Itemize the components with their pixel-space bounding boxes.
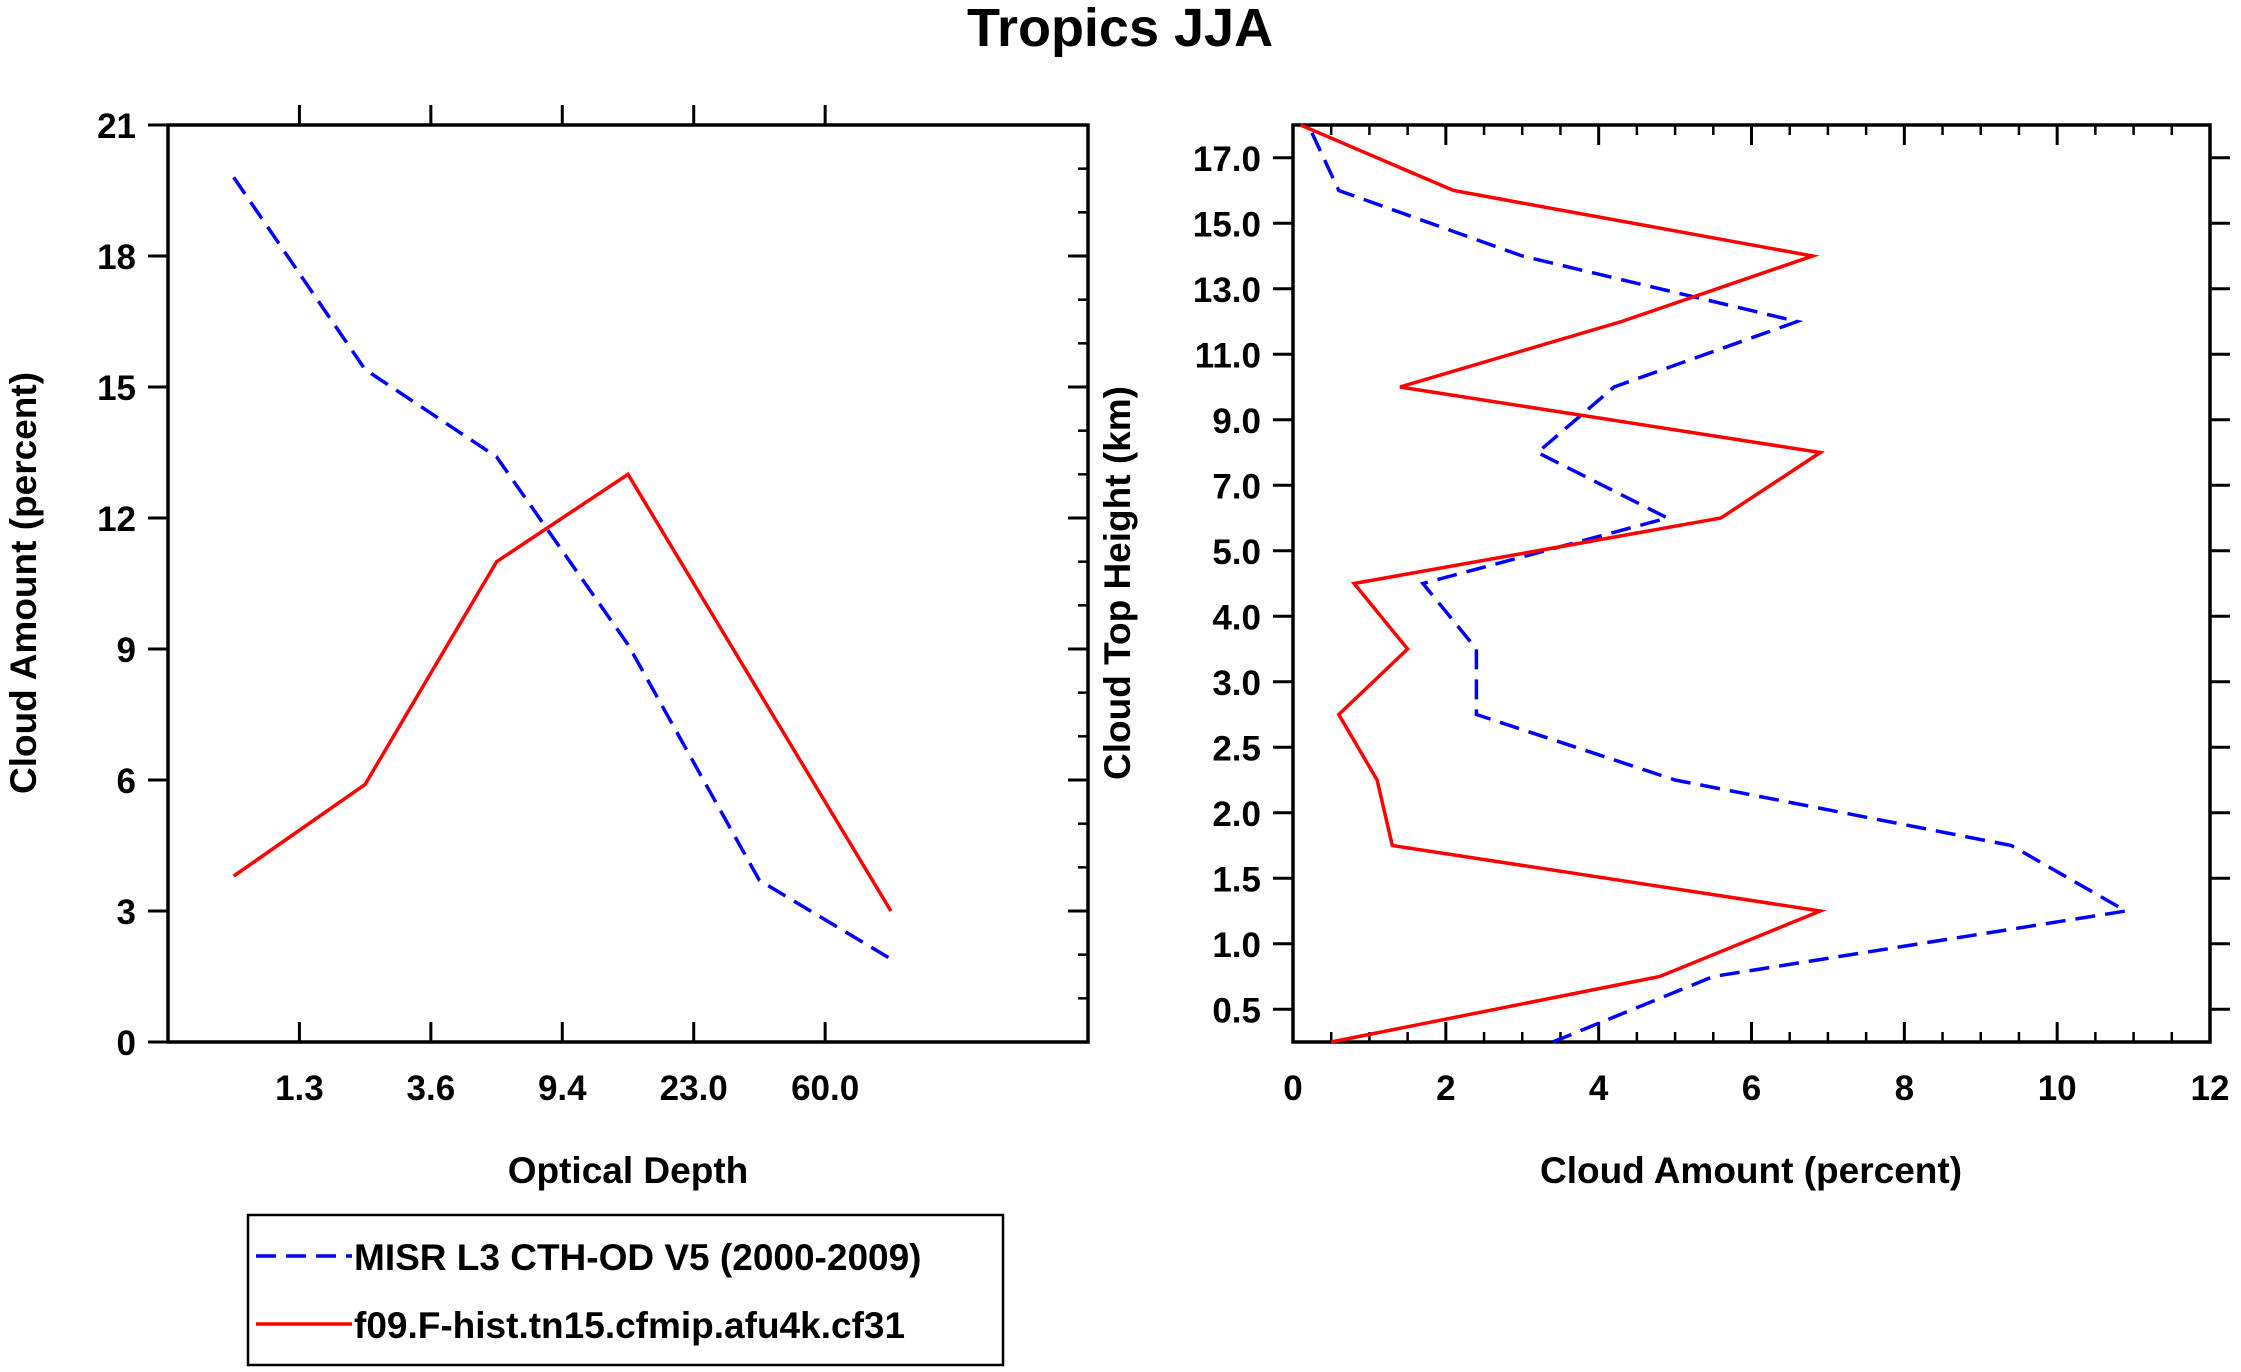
right-y-tick-label: 2.0 — [1212, 795, 1261, 834]
left-y-tick-label: 12 — [97, 500, 136, 539]
right-x-tick-label: 2 — [1436, 1069, 1455, 1108]
legend: MISR L3 CTH-OD V5 (2000-2009) f09.F-hist… — [246, 1213, 1005, 1367]
right-y-tick-label: 9.0 — [1212, 402, 1261, 441]
right-y-tick-label: 2.5 — [1212, 729, 1261, 768]
right-y-tick-label: 13.0 — [1193, 271, 1261, 310]
left-x-axis-label: Optical Depth — [508, 1150, 749, 1191]
right-x-tick-label: 6 — [1742, 1069, 1761, 1108]
right-x-tick-label: 10 — [2038, 1069, 2077, 1108]
right-y-tick-label: 5.0 — [1212, 533, 1261, 572]
right-axis-ticks: 0 2 4 6 8 10 12 0.5 1.0 1.5 2.0 2.5 3.0 4.0 5.0 7.0 9.0 1… — [1193, 125, 2230, 1108]
left-x-tick-label: 23.0 — [660, 1069, 728, 1108]
right-y-tick-label: 11.0 — [1195, 336, 1261, 375]
left-y-tick-label: 21 — [97, 107, 136, 146]
legend-label-obs: MISR L3 CTH-OD V5 (2000-2009) — [354, 1237, 922, 1278]
left-x-tick-label: 9.4 — [538, 1069, 587, 1108]
right-y-tick-label: 7.0 — [1212, 467, 1261, 506]
right-y-tick-label: 3.0 — [1212, 664, 1261, 703]
right-y-tick-label: 17.0 — [1193, 140, 1261, 179]
right-x-axis-label: Cloud Amount (percent) — [1540, 1150, 1962, 1191]
left-x-tick-label: 3.6 — [407, 1069, 456, 1108]
right-plot-frame — [1291, 123, 2212, 1044]
left-y-tick-label: 18 — [97, 238, 136, 277]
right-y-tick-label: 1.0 — [1212, 926, 1261, 965]
legend-label-model: f09.F-hist.tn15.cfmip.afu4k.cf31 — [354, 1305, 905, 1346]
legend-box — [246, 1213, 1005, 1367]
right-y-tick-label: 0.5 — [1212, 991, 1261, 1030]
right-x-tick-label: 8 — [1895, 1069, 1914, 1108]
left-y-tick-label: 9 — [117, 631, 136, 670]
right-series — [1299, 123, 2132, 1044]
right-x-tick-label: 12 — [2191, 1069, 2230, 1108]
right-y-tick-label: 15.0 — [1193, 205, 1261, 244]
left-plot-frame — [166, 123, 1090, 1044]
left-y-axis-label: Cloud Amount (percent) — [3, 372, 44, 794]
left-y-tick-label: 3 — [117, 893, 136, 932]
right-y-tick-label: 4.0 — [1212, 598, 1261, 637]
right-y-axis-label: Cloud Top Height (km) — [1097, 386, 1138, 780]
left-x-tick-label: 60.0 — [791, 1069, 859, 1108]
right-x-tick-label: 0 — [1283, 1069, 1302, 1108]
left-line-model — [232, 471, 893, 912]
left-y-tick-label: 15 — [97, 369, 136, 408]
right-x-tick-label: 4 — [1589, 1069, 1609, 1108]
left-line-obs — [232, 176, 892, 961]
right-line-obs — [1306, 124, 2132, 1044]
right-line-model — [1299, 123, 1827, 1044]
left-chart: 0 3 6 9 12 15 18 21 1.3 3.6 9.4 23.0 60.0 Optical De… — [3, 105, 1090, 1191]
figure-title: Tropics JJA — [967, 0, 1273, 58]
left-series — [232, 176, 893, 961]
left-y-tick-label: 0 — [117, 1024, 136, 1063]
left-axis-ticks: 0 3 6 9 12 15 18 21 1.3 3.6 9.4 23.0 60.0 — [97, 105, 1088, 1108]
left-y-tick-label: 6 — [117, 762, 136, 801]
right-chart: 0 2 4 6 8 10 12 0.5 1.0 1.5 2.0 2.5 3.0 4.0 5.0 7.0 9.0 1… — [1097, 123, 2230, 1191]
left-x-tick-label: 1.3 — [275, 1069, 324, 1108]
right-y-tick-label: 1.5 — [1212, 860, 1261, 899]
